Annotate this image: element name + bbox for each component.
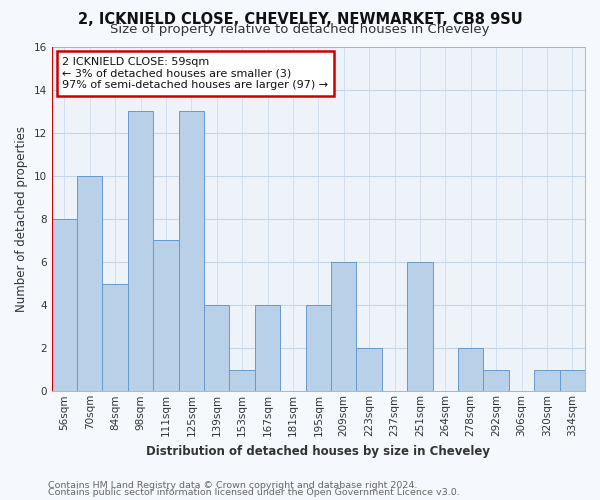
Bar — [356, 348, 382, 392]
X-axis label: Distribution of detached houses by size in Cheveley: Distribution of detached houses by size … — [146, 444, 490, 458]
Bar — [77, 176, 103, 392]
Bar — [255, 305, 280, 392]
Text: 2, ICKNIELD CLOSE, CHEVELEY, NEWMARKET, CB8 9SU: 2, ICKNIELD CLOSE, CHEVELEY, NEWMARKET, … — [77, 12, 523, 28]
Bar — [179, 111, 204, 392]
Bar — [52, 219, 77, 392]
Bar — [103, 284, 128, 392]
Bar — [407, 262, 433, 392]
Bar — [331, 262, 356, 392]
Bar — [204, 305, 229, 392]
Y-axis label: Number of detached properties: Number of detached properties — [15, 126, 28, 312]
Bar — [560, 370, 585, 392]
Bar — [484, 370, 509, 392]
Text: Contains public sector information licensed under the Open Government Licence v3: Contains public sector information licen… — [48, 488, 460, 497]
Text: 2 ICKNIELD CLOSE: 59sqm
← 3% of detached houses are smaller (3)
97% of semi-deta: 2 ICKNIELD CLOSE: 59sqm ← 3% of detached… — [62, 57, 328, 90]
Bar — [305, 305, 331, 392]
Bar — [153, 240, 179, 392]
Bar — [229, 370, 255, 392]
Text: Size of property relative to detached houses in Cheveley: Size of property relative to detached ho… — [110, 22, 490, 36]
Text: Contains HM Land Registry data © Crown copyright and database right 2024.: Contains HM Land Registry data © Crown c… — [48, 480, 418, 490]
Bar — [458, 348, 484, 392]
Bar — [128, 111, 153, 392]
Bar — [534, 370, 560, 392]
